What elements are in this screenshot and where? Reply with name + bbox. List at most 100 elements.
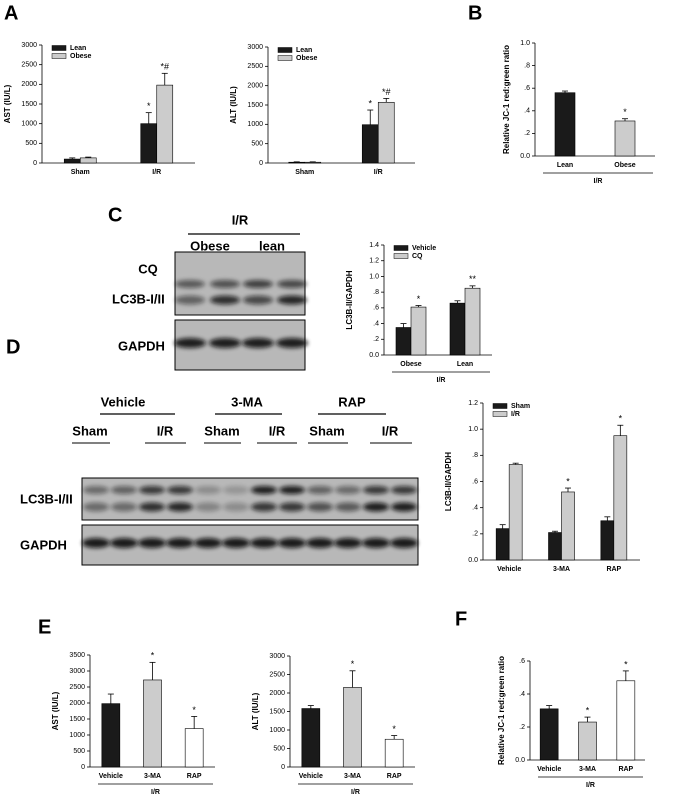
legend-label: Obese xyxy=(296,55,318,62)
legend-label: Lean xyxy=(296,47,312,54)
blot-treatment: CQ xyxy=(138,261,158,276)
error-bar xyxy=(107,693,114,704)
blot-band xyxy=(175,280,205,288)
blot-row-label: GAPDH xyxy=(118,338,165,353)
y-tick-label: 0.0 xyxy=(515,757,525,764)
blot-band xyxy=(175,295,205,305)
bar xyxy=(304,161,322,164)
error-bar xyxy=(85,156,92,158)
y-tick-label: 2000 xyxy=(269,690,285,697)
blot-band xyxy=(167,486,193,494)
panel-letter: B xyxy=(468,2,482,24)
error-bar xyxy=(400,323,407,328)
blot-band xyxy=(390,538,418,548)
blot-band xyxy=(306,538,334,548)
blot-band xyxy=(334,538,362,548)
bar xyxy=(184,728,204,768)
y-tick-label: 1.4 xyxy=(369,242,379,249)
blot-band xyxy=(391,486,417,494)
bar xyxy=(613,435,628,561)
blot-group: Vehicle xyxy=(101,394,146,409)
significance-marker: ** xyxy=(469,274,477,284)
bar xyxy=(101,703,121,768)
bar xyxy=(539,708,559,761)
blot-band xyxy=(195,486,221,494)
y-tick-label: 0 xyxy=(281,764,285,771)
blot-band xyxy=(277,295,307,305)
y-axis-label: Relative JC-1 red:green ratio xyxy=(502,45,511,154)
error-bar xyxy=(145,112,152,124)
bar xyxy=(79,157,97,164)
legend-label: Lean xyxy=(70,45,86,52)
error-bar xyxy=(383,98,390,103)
y-axis-label: AST (IU/L) xyxy=(3,84,12,123)
blot-band xyxy=(83,502,109,512)
group-label: I/R xyxy=(151,789,160,796)
y-tick-label: .4 xyxy=(373,320,379,327)
blot-band xyxy=(335,502,361,512)
y-tick-label: 0.0 xyxy=(369,352,379,359)
bar xyxy=(343,687,362,768)
blot-subgroup: I/R xyxy=(157,423,174,438)
significance-marker: * xyxy=(192,705,196,715)
bar xyxy=(156,84,174,164)
blot-image xyxy=(81,477,419,521)
blot-band xyxy=(83,486,109,494)
blot-band xyxy=(307,502,333,512)
error-bar xyxy=(161,72,168,86)
y-tick-label: 2000 xyxy=(69,700,85,707)
y-tick-label: 2500 xyxy=(247,63,263,70)
significance-marker: * xyxy=(624,659,628,669)
bar xyxy=(508,464,523,561)
blot-band xyxy=(167,502,193,512)
error-bar xyxy=(622,670,629,681)
y-tick-label: 1.2 xyxy=(468,400,478,407)
blot-row-label: LC3B-I/II xyxy=(20,491,73,506)
x-tick-label: 3-MA xyxy=(344,773,361,780)
legend-label: Vehicle xyxy=(412,245,436,252)
blot-subgroup: Sham xyxy=(204,423,239,438)
panel-letter: E xyxy=(38,616,51,638)
y-tick-label: .6 xyxy=(373,305,379,312)
y-tick-label: 2500 xyxy=(69,684,85,691)
blot-band xyxy=(222,538,250,548)
bar xyxy=(616,680,636,761)
blot-band xyxy=(276,338,308,348)
y-tick-label: 500 xyxy=(251,141,263,148)
bar xyxy=(561,491,575,561)
blot-band xyxy=(110,538,138,548)
error-bar xyxy=(149,661,156,680)
blot-group: RAP xyxy=(338,394,366,409)
error-bar xyxy=(565,487,571,492)
significance-marker: * xyxy=(566,476,570,486)
bar xyxy=(495,528,510,561)
blot-band xyxy=(223,486,249,494)
x-tick-label: Vehicle xyxy=(299,773,323,780)
significance-marker: * xyxy=(417,294,421,304)
x-tick-label: RAP xyxy=(387,773,402,780)
blot-band xyxy=(335,486,361,494)
bar xyxy=(384,738,404,768)
error-bar xyxy=(622,118,628,121)
y-tick-label: 1.0 xyxy=(369,273,379,280)
y-tick-label: 3000 xyxy=(247,44,263,51)
significance-marker: * xyxy=(351,659,355,669)
significance-marker: * xyxy=(147,101,151,111)
y-tick-label: 500 xyxy=(73,748,85,755)
bar xyxy=(140,123,158,164)
error-bar xyxy=(415,305,422,308)
y-tick-label: 1500 xyxy=(69,716,85,723)
y-tick-label: .8 xyxy=(373,289,379,296)
y-tick-label: 1.0 xyxy=(468,426,478,433)
significance-marker: * xyxy=(368,98,372,108)
bar xyxy=(578,721,597,761)
legend-swatch xyxy=(277,55,293,61)
bar xyxy=(143,679,162,768)
y-tick-label: .8 xyxy=(524,62,530,69)
y-axis-label: AST (IU/L) xyxy=(51,691,60,730)
error-bar xyxy=(349,670,356,688)
blot-band xyxy=(166,538,194,548)
y-tick-label: 1500 xyxy=(247,102,263,109)
